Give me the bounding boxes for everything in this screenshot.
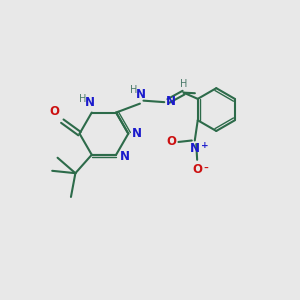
Text: H: H [79, 94, 86, 103]
Text: O: O [49, 105, 59, 118]
Text: -: - [204, 162, 208, 176]
Text: H: H [181, 79, 188, 89]
Text: N: N [120, 150, 130, 163]
Text: H: H [130, 85, 137, 95]
Text: N: N [136, 88, 146, 101]
Text: O: O [166, 135, 176, 148]
Text: +: + [201, 141, 209, 150]
Text: N: N [132, 127, 142, 140]
Text: N: N [190, 142, 200, 155]
Text: N: N [166, 95, 176, 108]
Text: N: N [85, 96, 95, 109]
Text: O: O [192, 163, 202, 176]
